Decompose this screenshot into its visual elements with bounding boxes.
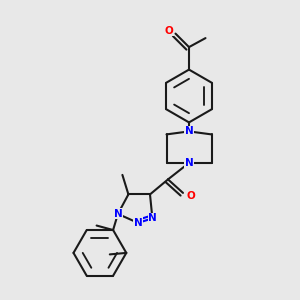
Text: N: N xyxy=(184,158,194,168)
Text: N: N xyxy=(184,126,194,136)
Text: O: O xyxy=(186,191,195,201)
Text: N: N xyxy=(113,209,122,219)
Text: N: N xyxy=(148,213,157,224)
Text: O: O xyxy=(164,26,173,36)
Text: N: N xyxy=(134,218,142,228)
